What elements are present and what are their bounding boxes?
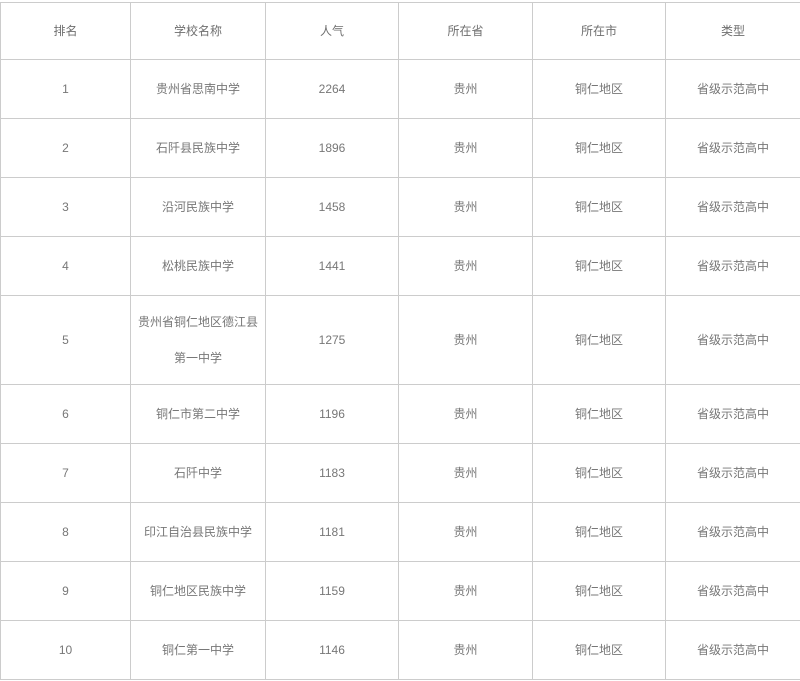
city-cell: 铜仁地区	[532, 443, 666, 503]
school-name-cell: 贵州省铜仁地区德江县第一中学	[130, 295, 266, 385]
table-row: 4 松桃民族中学 1441 贵州 铜仁地区 省级示范高中	[0, 236, 800, 296]
rank-cell: 4	[0, 236, 131, 296]
type-cell: 省级示范高中	[665, 236, 800, 296]
table-row: 10 铜仁第一中学 1146 贵州 铜仁地区 省级示范高中	[0, 620, 800, 680]
school-name-cell: 沿河民族中学	[130, 177, 266, 237]
city-cell: 铜仁地区	[532, 295, 666, 385]
school-name-cell: 贵州省思南中学	[130, 59, 266, 119]
school-name-cell: 松桃民族中学	[130, 236, 266, 296]
city-cell: 铜仁地区	[532, 59, 666, 119]
city-cell: 铜仁地区	[532, 384, 666, 444]
column-header-type: 类型	[665, 2, 800, 60]
type-cell: 省级示范高中	[665, 443, 800, 503]
province-cell: 贵州	[398, 295, 533, 385]
table-row: 5 贵州省铜仁地区德江县第一中学 1275 贵州 铜仁地区 省级示范高中	[0, 295, 800, 385]
popularity-cell: 1181	[265, 502, 399, 562]
type-cell: 省级示范高中	[665, 502, 800, 562]
city-cell: 铜仁地区	[532, 561, 666, 621]
type-cell: 省级示范高中	[665, 620, 800, 680]
column-header-province: 所在省	[398, 2, 533, 60]
column-header-rank: 排名	[0, 2, 131, 60]
type-cell: 省级示范高中	[665, 118, 800, 178]
column-header-school: 学校名称	[130, 2, 266, 60]
city-cell: 铜仁地区	[532, 236, 666, 296]
province-cell: 贵州	[398, 118, 533, 178]
rank-cell: 2	[0, 118, 131, 178]
popularity-cell: 1159	[265, 561, 399, 621]
school-name-cell: 印江自治县民族中学	[130, 502, 266, 562]
province-cell: 贵州	[398, 177, 533, 237]
table-row: 1 贵州省思南中学 2264 贵州 铜仁地区 省级示范高中	[0, 59, 800, 119]
province-cell: 贵州	[398, 443, 533, 503]
type-cell: 省级示范高中	[665, 384, 800, 444]
popularity-cell: 1458	[265, 177, 399, 237]
rank-cell: 3	[0, 177, 131, 237]
rank-cell: 10	[0, 620, 131, 680]
city-cell: 铜仁地区	[532, 177, 666, 237]
province-cell: 贵州	[398, 620, 533, 680]
school-name-cell: 铜仁地区民族中学	[130, 561, 266, 621]
popularity-cell: 1275	[265, 295, 399, 385]
school-name-cell: 铜仁第一中学	[130, 620, 266, 680]
table-row: 7 石阡中学 1183 贵州 铜仁地区 省级示范高中	[0, 443, 800, 503]
school-name-cell: 石阡县民族中学	[130, 118, 266, 178]
type-cell: 省级示范高中	[665, 561, 800, 621]
column-header-city: 所在市	[532, 2, 666, 60]
table-row: 8 印江自治县民族中学 1181 贵州 铜仁地区 省级示范高中	[0, 502, 800, 562]
province-cell: 贵州	[398, 502, 533, 562]
rank-cell: 1	[0, 59, 131, 119]
school-name-cell: 铜仁市第二中学	[130, 384, 266, 444]
province-cell: 贵州	[398, 59, 533, 119]
type-cell: 省级示范高中	[665, 295, 800, 385]
school-name-cell: 石阡中学	[130, 443, 266, 503]
table-row: 2 石阡县民族中学 1896 贵州 铜仁地区 省级示范高中	[0, 118, 800, 178]
rank-cell: 8	[0, 502, 131, 562]
popularity-cell: 1183	[265, 443, 399, 503]
popularity-cell: 1196	[265, 384, 399, 444]
type-cell: 省级示范高中	[665, 59, 800, 119]
table-row: 3 沿河民族中学 1458 贵州 铜仁地区 省级示范高中	[0, 177, 800, 237]
rank-cell: 5	[0, 295, 131, 385]
popularity-cell: 2264	[265, 59, 399, 119]
province-cell: 贵州	[398, 236, 533, 296]
table-body: 1 贵州省思南中学 2264 贵州 铜仁地区 省级示范高中 2 石阡县民族中学 1896 贵州 铜仁…	[0, 59, 800, 680]
column-header-popularity: 人气	[265, 2, 399, 60]
rank-cell: 7	[0, 443, 131, 503]
popularity-cell: 1146	[265, 620, 399, 680]
popularity-cell: 1896	[265, 118, 399, 178]
rank-cell: 6	[0, 384, 131, 444]
table-row: 9 铜仁地区民族中学 1159 贵州 铜仁地区 省级示范高中	[0, 561, 800, 621]
rank-cell: 9	[0, 561, 131, 621]
city-cell: 铜仁地区	[532, 118, 666, 178]
province-cell: 贵州	[398, 561, 533, 621]
header-row: 排名 学校名称 人气 所在省 所在市 类型	[0, 2, 800, 60]
table-row: 6 铜仁市第二中学 1196 贵州 铜仁地区 省级示范高中	[0, 384, 800, 444]
city-cell: 铜仁地区	[532, 620, 666, 680]
popularity-cell: 1441	[265, 236, 399, 296]
province-cell: 贵州	[398, 384, 533, 444]
city-cell: 铜仁地区	[532, 502, 666, 562]
type-cell: 省级示范高中	[665, 177, 800, 237]
